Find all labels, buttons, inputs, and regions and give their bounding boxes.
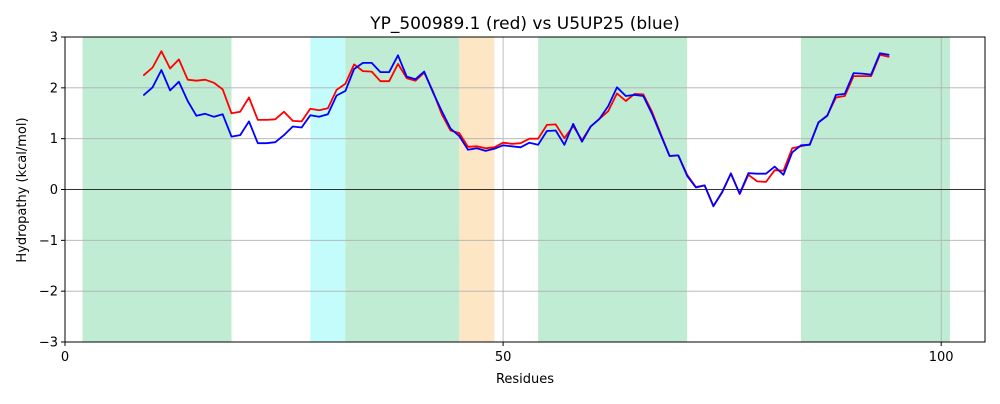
y-tick-label: −3 — [39, 336, 58, 351]
y-tick-label: 2 — [50, 81, 58, 96]
series-line-1 — [142, 52, 890, 208]
y-tick-label: −1 — [39, 234, 58, 249]
chart-title: YP_500989.1 (red) vs U5UP25 (blue) — [369, 14, 680, 34]
y-tick-label: 3 — [50, 31, 58, 46]
y-tick-label: 0 — [50, 183, 58, 198]
axes: −3 −2 −1 0 1 2 3 0 50 100 — [39, 31, 986, 365]
x-tick-label: 100 — [929, 350, 954, 365]
x-tick-label: 0 — [61, 350, 69, 365]
x-axis-label: Residues — [496, 372, 554, 387]
series-line-0 — [142, 50, 890, 207]
series-lines — [142, 50, 890, 208]
x-tick-label: 50 — [495, 350, 512, 365]
y-tick-label: 1 — [50, 132, 58, 147]
y-axis-label: Hydropathy (kcal/mol) — [15, 117, 30, 262]
y-tick-label: −2 — [39, 285, 58, 300]
